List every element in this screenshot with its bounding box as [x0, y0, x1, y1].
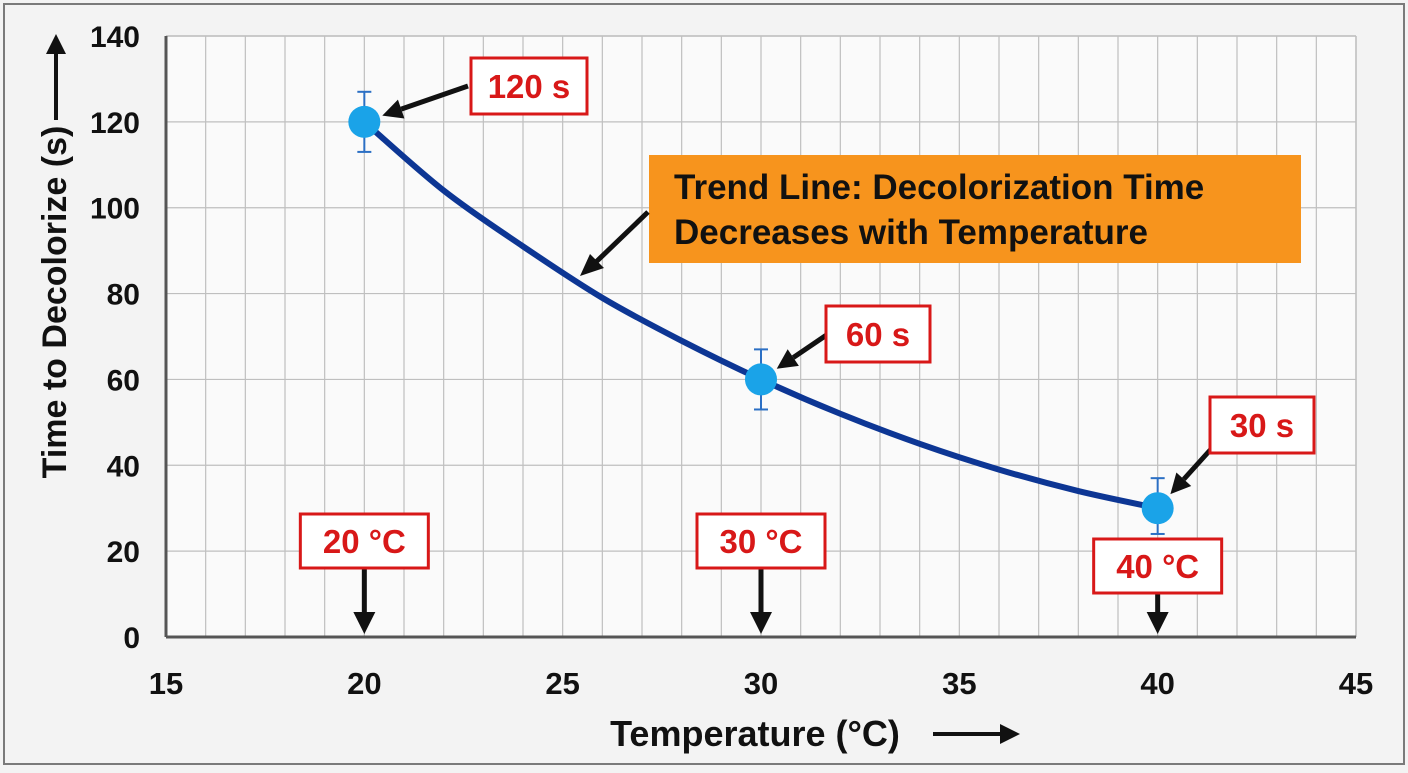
point-label: 60 s	[846, 316, 910, 353]
data-points	[348, 105, 1174, 525]
y-tick-label: 20	[107, 536, 140, 569]
x-tick-label: 30	[744, 666, 778, 701]
annotation-arrowhead	[580, 254, 604, 276]
temperature-label: 40 °C	[1116, 548, 1199, 585]
y-tick-label: 40	[107, 450, 140, 483]
point-label-box	[824, 304, 932, 364]
x-tick-label: 25	[545, 666, 579, 701]
point-label: 120 s	[488, 68, 571, 105]
temperature-labels: 20 °C 30 °C 40 °C	[298, 512, 1224, 634]
annotation-line-2: Decreases with Temperature	[674, 213, 1148, 252]
x-tick-label: 35	[942, 666, 976, 701]
y-tick-label: 100	[90, 193, 140, 226]
annotation: Trend Line: Decolorization Time Decrease…	[580, 155, 1301, 276]
y-tick-label: 120	[90, 107, 140, 140]
x-tick-labels: 15 20 25 30 35 40 45	[149, 666, 1373, 701]
y-tick-label: 0	[123, 622, 140, 655]
x-tick-label: 40	[1140, 666, 1174, 701]
data-point	[745, 363, 777, 396]
y-axis-label: Time to Decolorize (s)	[36, 126, 74, 479]
annotation-arrow	[594, 210, 650, 264]
annotation-line-1: Trend Line: Decolorization Time	[674, 168, 1204, 207]
temperature-arrowhead	[750, 612, 772, 634]
temperature-label-box	[1092, 537, 1224, 595]
point-label-arrowhead	[382, 99, 405, 119]
axes	[164, 36, 1356, 639]
temperature-label-box	[695, 512, 827, 570]
x-axis-arrow	[933, 724, 1020, 744]
y-tick-label: 140	[90, 21, 140, 54]
y-axis-arrow	[46, 34, 66, 120]
x-axis-label: Temperature (°C)	[610, 713, 900, 754]
y-tick-labels: 0 20 40 60 80 100 120 140	[90, 21, 140, 655]
x-tick-label: 15	[149, 666, 183, 701]
point-label-arrow	[1181, 446, 1214, 481]
point-labels: 120 s 60 s 30 s	[382, 56, 1316, 495]
point-label-box	[1208, 395, 1316, 455]
point-label: 30 s	[1230, 407, 1294, 444]
y-tick-label: 60	[107, 364, 140, 397]
data-point	[1141, 492, 1174, 525]
temperature-arrowhead	[1146, 612, 1169, 634]
y-tick-label: 80	[107, 279, 140, 312]
point-label-arrowhead	[1170, 472, 1192, 495]
temperature-arrowhead	[353, 612, 376, 634]
annotation-box	[649, 155, 1301, 263]
x-tick-label: 20	[347, 666, 381, 701]
x-tick-label: 45	[1339, 666, 1373, 701]
data-point	[348, 105, 381, 138]
temperature-label-box	[298, 512, 430, 570]
point-label-arrow	[400, 83, 469, 112]
temperature-label: 30 °C	[720, 523, 803, 560]
point-label-arrow	[791, 331, 830, 360]
point-label-arrowhead	[776, 349, 799, 369]
point-label-box	[469, 56, 589, 116]
temperature-label: 20 °C	[323, 523, 406, 560]
chart-frame	[3, 3, 1405, 765]
